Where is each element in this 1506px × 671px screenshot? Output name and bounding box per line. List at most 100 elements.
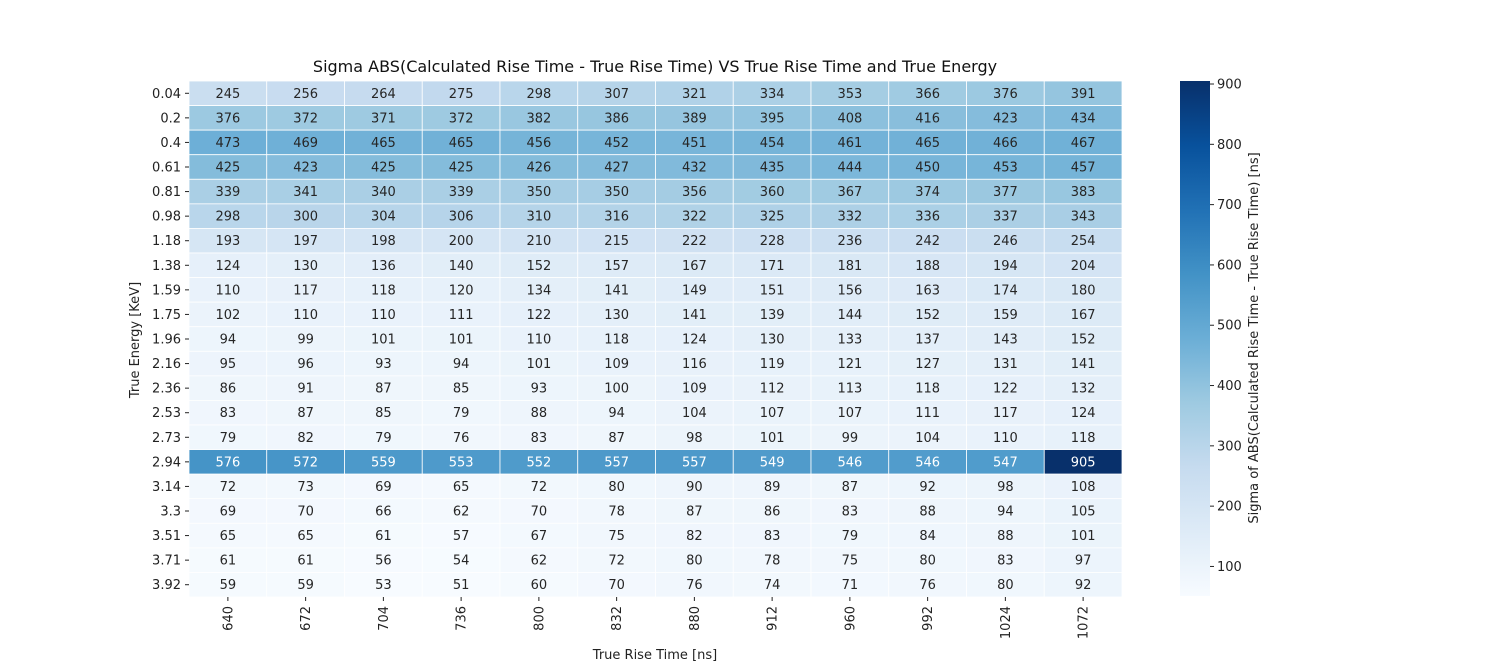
colorbar-tick-label: 600 [1217, 258, 1242, 273]
cell-value-label: 557 [682, 455, 707, 470]
heatmap-cell [1043, 326, 1123, 352]
cell-value-label: 76 [686, 578, 703, 593]
heatmap-cell [577, 400, 656, 426]
cell-value-label: 94 [997, 505, 1014, 520]
heatmap-cell [1043, 498, 1123, 524]
cell-value-label: 60 [531, 578, 548, 593]
cell-value-label: 423 [293, 161, 318, 176]
heatmap-cell [421, 547, 501, 573]
heatmap-cell [577, 547, 656, 573]
heatmap-cell [966, 350, 1045, 377]
cell-value-label: 85 [375, 406, 392, 421]
heatmap-cell [421, 498, 501, 524]
colorbar-tick-label: 900 [1217, 78, 1242, 93]
cell-value-label: 350 [526, 185, 551, 200]
cell-value-label: 416 [915, 111, 940, 126]
cell-value-label: 374 [915, 185, 940, 200]
heatmap-cell [499, 424, 579, 450]
cell-value-label: 572 [293, 455, 318, 470]
heatmap-cell [188, 473, 268, 500]
cell-value-label: 100 [604, 382, 629, 397]
heatmap-cell [655, 498, 734, 524]
heatmap-cell [888, 522, 967, 549]
cell-value-label: 310 [526, 210, 551, 225]
heatmap-cell [577, 277, 656, 303]
cell-value-label: 83 [842, 505, 859, 520]
y-tick-label: 3.51 [152, 529, 181, 544]
x-tick-label: 992 [921, 606, 936, 631]
cell-value-label: 87 [297, 406, 314, 421]
heatmap-cell [655, 178, 734, 205]
cell-value-label: 171 [760, 259, 785, 274]
heatmap-cell [266, 326, 345, 352]
y-tick-label: 2.36 [152, 382, 181, 397]
cell-value-label: 57 [453, 529, 470, 544]
cell-value-label: 549 [760, 455, 785, 470]
cell-value-label: 105 [1071, 505, 1096, 520]
heatmap-cell [966, 326, 1045, 352]
y-tick-label: 0.2 [160, 111, 181, 126]
y-tick-label: 2.53 [152, 406, 181, 421]
cell-value-label: 94 [220, 333, 237, 348]
cell-value-label: 117 [293, 283, 318, 298]
cell-value-label: 80 [686, 554, 703, 569]
cell-value-label: 124 [1071, 406, 1096, 421]
heatmap-cell [655, 252, 734, 278]
cell-value-label: 451 [682, 136, 707, 151]
heatmap-cell [1043, 400, 1123, 426]
heatmap-cell [577, 498, 656, 524]
cell-value-label: 546 [837, 455, 862, 470]
cell-value-label: 59 [220, 578, 237, 593]
cell-value-label: 425 [449, 161, 474, 176]
cell-value-label: 325 [760, 210, 785, 225]
heatmap-cell [888, 473, 967, 500]
heatmap-cell [655, 350, 734, 377]
heatmap-cell [344, 498, 423, 524]
cell-value-label: 94 [608, 406, 625, 421]
cell-value-label: 95 [220, 357, 237, 372]
cell-value-label: 130 [604, 308, 629, 323]
cell-value-label: 83 [531, 431, 548, 446]
heatmap-cell [732, 80, 812, 106]
cell-value-label: 425 [215, 161, 240, 176]
heatmap-cell [188, 375, 268, 401]
cell-value-label: 215 [604, 234, 629, 249]
cell-value-label: 71 [842, 578, 859, 593]
cell-value-label: 546 [915, 455, 940, 470]
cell-value-label: 316 [604, 210, 629, 225]
heatmap-cell [499, 301, 579, 328]
y-tick-label: 1.59 [152, 283, 181, 298]
cell-value-label: 118 [604, 333, 629, 348]
cell-value-label: 111 [449, 308, 474, 323]
cell-value-label: 118 [371, 283, 396, 298]
cell-value-label: 72 [220, 480, 237, 495]
y-axis: 0.04 0.2 0.4 0.61 0.81 0.98 1.18 1.38 1.59 1.75 1.… [152, 87, 189, 593]
cell-value-label: 104 [682, 406, 707, 421]
heatmap-cell [1043, 424, 1123, 450]
cell-value-label: 391 [1071, 87, 1096, 102]
heatmap-cell [655, 326, 734, 352]
cell-value-label: 83 [997, 554, 1014, 569]
heatmap-cell [344, 473, 423, 500]
cell-value-label: 130 [293, 259, 318, 274]
heatmap-cell [810, 449, 890, 475]
heatmap-cell [577, 375, 656, 401]
cell-value-label: 376 [993, 87, 1018, 102]
heatmap-cell [421, 400, 501, 426]
colorbar-tick-label: 200 [1217, 500, 1242, 515]
cell-value-label: 101 [371, 333, 396, 348]
heatmap-cell [810, 522, 890, 549]
heatmap-cell [1043, 129, 1123, 156]
heatmap-cell [188, 522, 268, 549]
heatmap-cell [655, 473, 734, 500]
cell-value-label: 167 [682, 259, 707, 274]
heatmap-cell [344, 178, 423, 205]
heatmap-cell [966, 522, 1045, 549]
heatmap-cell [655, 105, 734, 131]
cell-value-label: 73 [297, 480, 314, 495]
cell-value-label: 62 [453, 505, 470, 520]
cell-value-label: 88 [919, 505, 936, 520]
heatmap-cell [655, 572, 734, 598]
cell-value-label: 80 [997, 578, 1014, 593]
cell-value-label: 69 [220, 505, 237, 520]
